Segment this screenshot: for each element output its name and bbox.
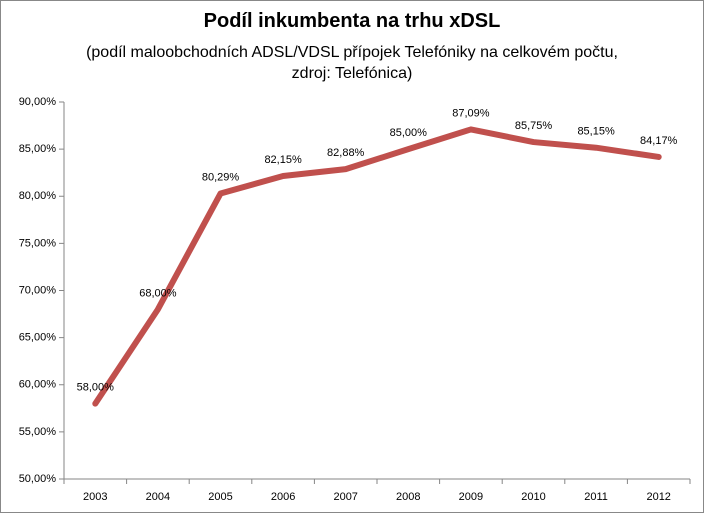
y-tick-label: 65,00% bbox=[19, 332, 57, 344]
x-tick-label: 2011 bbox=[584, 491, 608, 503]
x-tick-label: 2004 bbox=[146, 491, 170, 503]
data-label: 85,75% bbox=[515, 120, 553, 132]
chart-title: Podíl inkumbenta na trhu xDSL bbox=[203, 10, 501, 32]
x-tick-label: 2008 bbox=[396, 491, 420, 503]
data-label: 84,17% bbox=[640, 135, 678, 147]
x-tick-label: 2003 bbox=[83, 491, 107, 503]
chart-subtitle: (podíl maloobchodních ADSL/VDSL přípojek… bbox=[86, 44, 618, 82]
y-tick-label: 55,00% bbox=[19, 426, 57, 438]
y-tick-label: 50,00% bbox=[19, 473, 57, 485]
data-label: 68,00% bbox=[139, 287, 177, 299]
data-line bbox=[92, 126, 662, 407]
x-tick-label: 2006 bbox=[271, 491, 295, 503]
data-label: 82,15% bbox=[264, 154, 302, 166]
x-tick-label: 2007 bbox=[333, 491, 357, 503]
data-label: 82,88% bbox=[327, 147, 365, 159]
y-tick-label: 90,00% bbox=[19, 96, 57, 108]
x-tick-label: 2010 bbox=[521, 491, 545, 503]
x-tick-label: 2012 bbox=[646, 491, 670, 503]
y-tick-label: 60,00% bbox=[19, 379, 57, 391]
y-tick-label: 75,00% bbox=[19, 237, 57, 249]
data-label: 87,09% bbox=[452, 107, 490, 119]
data-label: 85,00% bbox=[390, 127, 428, 139]
x-tick-label: 2005 bbox=[208, 491, 232, 503]
y-tick-label: 85,00% bbox=[19, 143, 57, 155]
data-label: 80,29% bbox=[202, 171, 240, 183]
y-tick-label: 80,00% bbox=[19, 190, 57, 202]
data-label: 85,15% bbox=[577, 126, 615, 138]
x-tick-label: 2009 bbox=[459, 491, 483, 503]
data-label: 58,00% bbox=[77, 382, 115, 394]
y-tick-label: 70,00% bbox=[19, 284, 57, 296]
